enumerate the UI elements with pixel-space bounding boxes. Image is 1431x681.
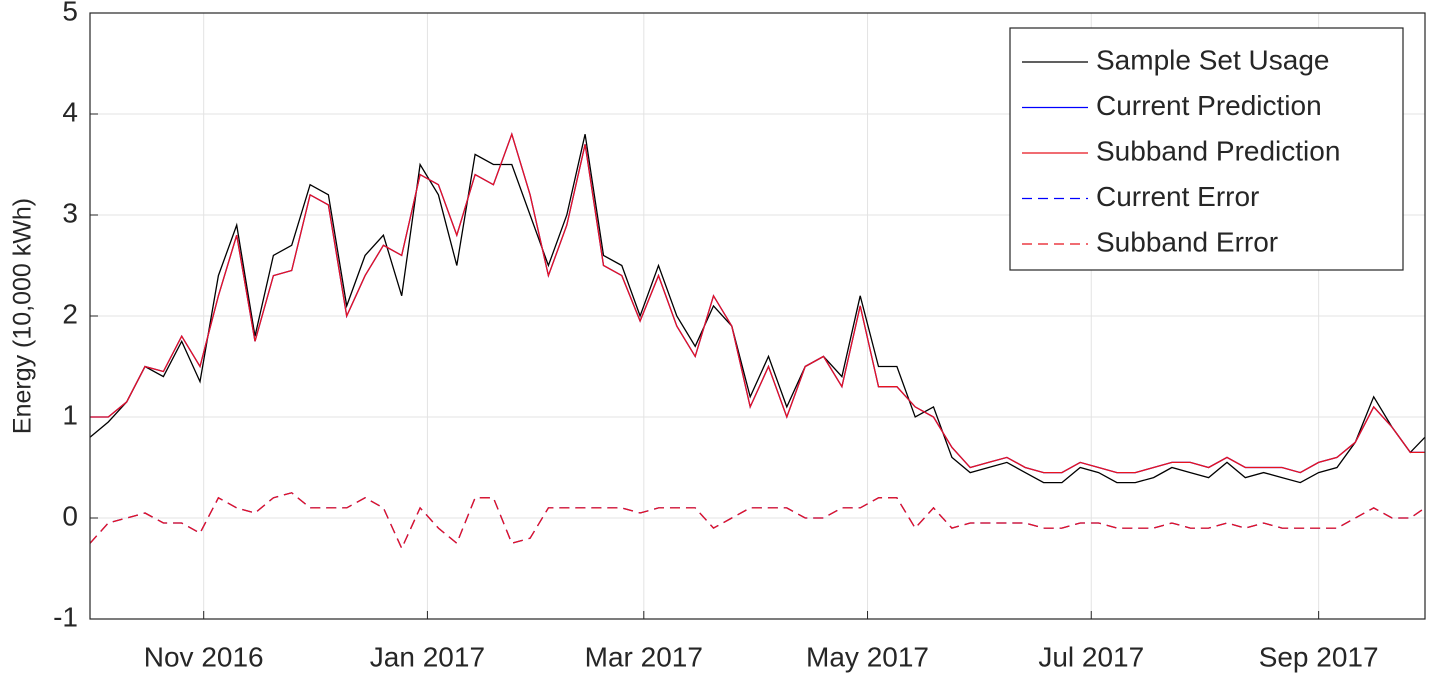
y-axis-label: Energy (10,000 kWh) [9, 198, 37, 434]
x-tick-label: Jan 2017 [370, 641, 485, 672]
series-line [89, 492, 1426, 550]
legend-label: Subband Error [1096, 226, 1278, 257]
y-tick-label: 3 [62, 197, 78, 228]
x-tick-label: May 2017 [806, 641, 929, 672]
y-tick-label: 1 [62, 399, 78, 430]
x-tick-label: Sep 2017 [1259, 641, 1379, 672]
y-tick-label: -1 [53, 601, 78, 632]
plot-frame [89, 12, 1426, 620]
series-line [89, 134, 1426, 484]
legend-label: Subband Prediction [1096, 135, 1340, 166]
legend-label: Sample Set Usage [1096, 44, 1329, 75]
series-line [90, 132, 1425, 474]
x-tick-label: Nov 2016 [144, 641, 264, 672]
x-tick-label: Mar 2017 [585, 641, 703, 672]
y-tick-label: 4 [62, 96, 78, 127]
x-tick-label: Jul 2017 [1038, 641, 1144, 672]
legend-label: Current Prediction [1096, 90, 1322, 121]
y-tick-label: 2 [62, 298, 78, 329]
legend: Sample Set Usage Current Prediction Subban… [1009, 27, 1404, 271]
y-tick-label: 5 [62, 0, 78, 26]
legend-label: Current Error [1096, 181, 1259, 212]
legend-box [1009, 27, 1404, 271]
y-tick-label: 0 [62, 500, 78, 531]
